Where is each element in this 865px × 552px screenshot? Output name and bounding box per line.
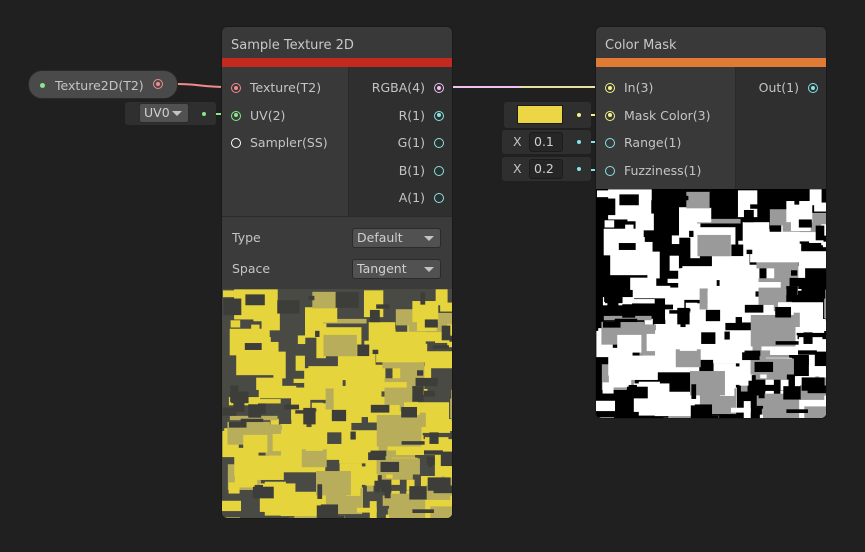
port-label: Sampler(SS)	[250, 135, 328, 150]
space-label: Space	[232, 261, 271, 276]
node-accent-bar	[596, 58, 826, 67]
fuzziness-input-field: X 0.2	[502, 157, 591, 181]
port-connector-icon[interactable]	[434, 165, 444, 176]
mask-color-swatch[interactable]	[517, 105, 563, 124]
color-mask-node[interactable]: Color Mask In(3) Mask Color(3) Range(1) Fuz…	[595, 26, 827, 419]
port-label: Fuzziness(1)	[624, 162, 702, 178]
space-dropdown[interactable]: Tangent	[352, 259, 441, 279]
output-port-r-1[interactable]: R(1)	[344, 106, 444, 126]
node-title: Sample Texture 2D	[222, 27, 452, 58]
port-connector-icon[interactable]	[808, 83, 818, 93]
output-port-g-1[interactable]: G(1)	[344, 133, 444, 153]
uv-input-field: UV0	[125, 102, 216, 125]
chevron-down-icon	[424, 267, 434, 272]
output-port-b-1[interactable]: B(1)	[344, 161, 444, 181]
uv-connector-dot	[202, 112, 206, 116]
type-label: Type	[232, 230, 261, 245]
connector-dot	[577, 113, 581, 117]
port-connector-icon[interactable]	[605, 165, 615, 176]
port-label: Range(1)	[624, 135, 682, 150]
port-connector-icon[interactable]	[434, 193, 444, 203]
property-output-port[interactable]	[153, 79, 163, 89]
port-label: RGBA(4)	[371, 80, 425, 95]
port-label: UV(2)	[250, 107, 286, 123]
port-label: Texture(T2)	[250, 80, 322, 95]
property-label: Texture2D(T2)	[55, 78, 144, 93]
output-port-a-1[interactable]: A(1)	[344, 188, 444, 208]
texture2d-property-node[interactable]: Texture2D(T2)	[28, 70, 178, 99]
connector-dot	[577, 167, 581, 171]
mask-preview	[596, 189, 826, 418]
property-exposed-dot	[40, 83, 45, 88]
range-input-field: X 0.1	[502, 130, 591, 154]
port-label: B(1)	[398, 162, 425, 178]
port-connector-icon[interactable]	[605, 110, 615, 121]
port-connector-icon[interactable]	[231, 138, 241, 148]
chevron-down-icon	[424, 236, 434, 241]
port-connector-icon[interactable]	[434, 138, 444, 148]
port-label: A(1)	[398, 190, 425, 205]
chevron-down-icon	[172, 111, 182, 116]
texture-preview	[222, 289, 452, 518]
port-connector-icon[interactable]	[605, 83, 615, 93]
port-label: In(3)	[624, 80, 654, 95]
settings-panel: Type Default Space Tangent	[222, 216, 452, 289]
node-title: Color Mask	[596, 27, 826, 58]
uv-channel-dropdown[interactable]: UV0	[139, 103, 189, 123]
fuzziness-axis-label: X	[513, 161, 522, 176]
mask-color-input-field	[504, 102, 591, 128]
port-connector-icon[interactable]	[231, 83, 241, 93]
divider	[735, 67, 736, 189]
node-accent-bar	[222, 58, 452, 67]
output-port-rgba-4[interactable]: RGBA(4)	[344, 78, 444, 98]
port-connector-icon[interactable]	[231, 110, 241, 121]
port-label: Mask Color(3)	[624, 107, 711, 123]
type-dropdown[interactable]: Default	[352, 228, 441, 248]
divider	[348, 67, 349, 216]
port-connector-icon[interactable]	[605, 138, 615, 148]
port-label: R(1)	[398, 107, 425, 123]
port-label: Out(1)	[758, 80, 799, 95]
port-connector-icon[interactable]	[434, 110, 444, 121]
port-label: G(1)	[397, 135, 425, 150]
range-axis-label: X	[513, 134, 522, 149]
connector-dot	[577, 140, 581, 144]
port-connector-icon[interactable]	[434, 83, 444, 93]
range-value-input[interactable]: 0.1	[529, 132, 563, 152]
fuzziness-value-input[interactable]: 0.2	[529, 159, 563, 179]
output-port-out-1[interactable]: Out(1)	[738, 78, 818, 98]
sample-texture-2d-node[interactable]: Sample Texture 2D Type Default Space Tan…	[221, 26, 453, 519]
